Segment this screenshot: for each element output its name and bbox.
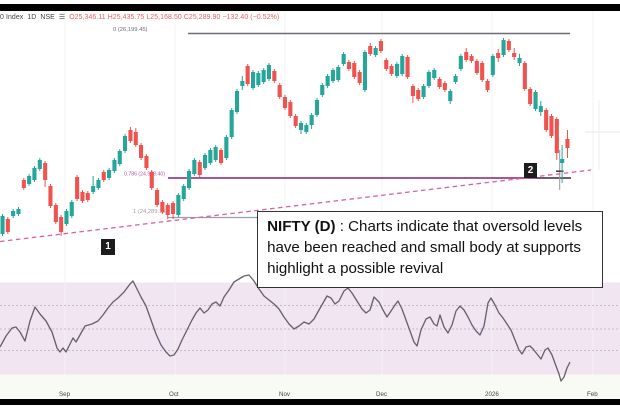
svg-text:1 (24,289.15): 1 (24,289.15)	[133, 209, 168, 215]
svg-text:0 (26,199.45): 0 (26,199.45)	[113, 27, 148, 33]
svg-text:0.786 (24,978.40): 0.786 (24,978.40)	[124, 172, 165, 178]
